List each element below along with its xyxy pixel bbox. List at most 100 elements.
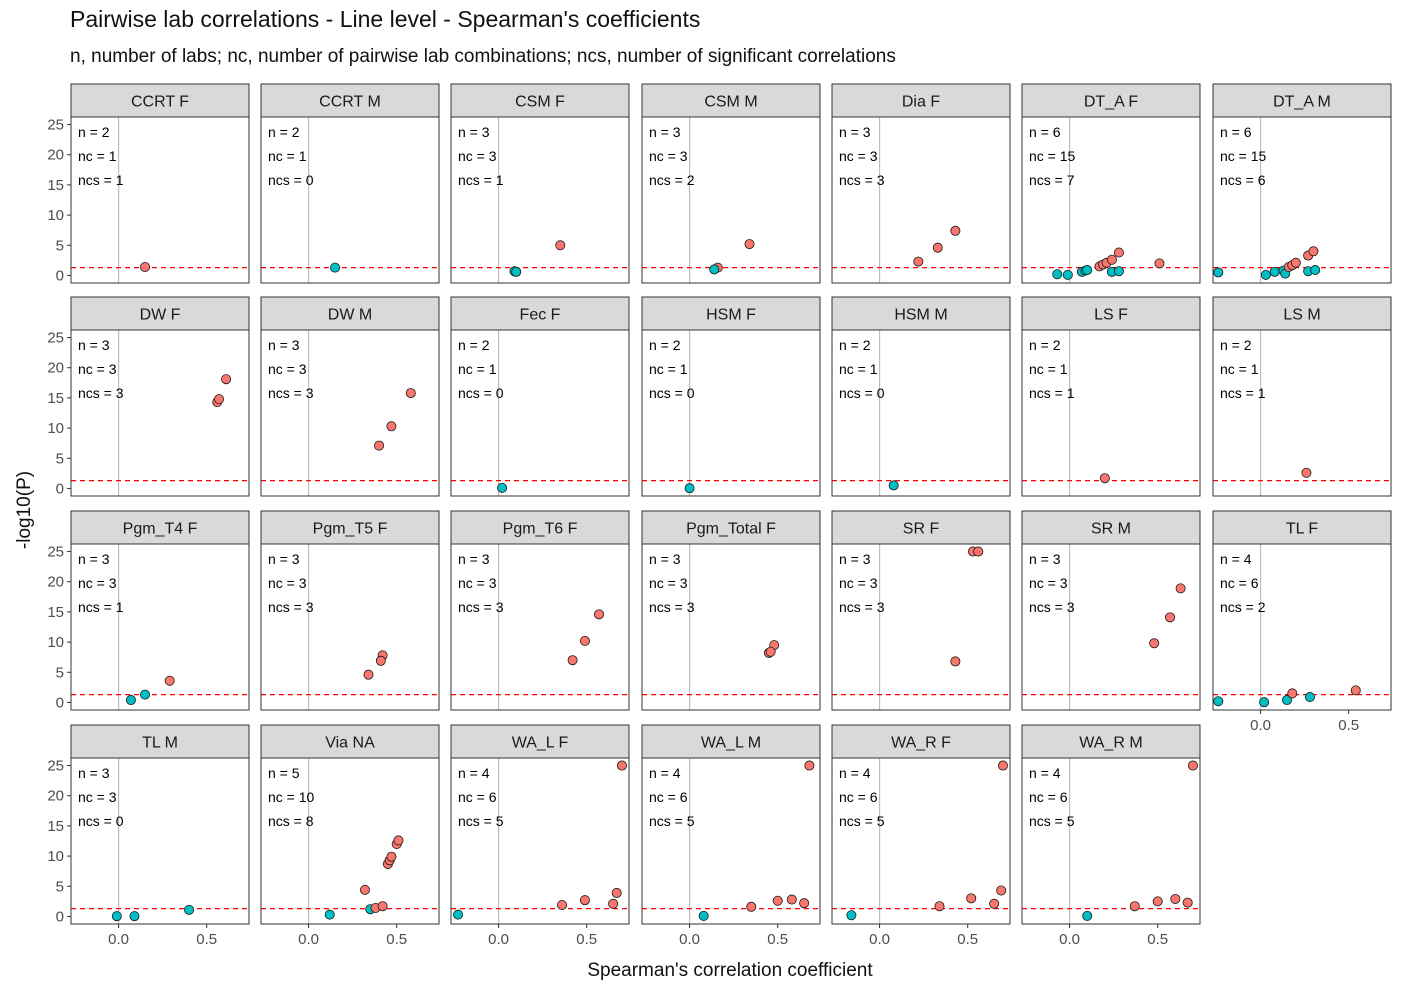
panel-strip-sr-f xyxy=(831,510,1011,545)
y-tick-label: 20 xyxy=(47,574,64,591)
data-point xyxy=(608,898,619,909)
annotation-nc: nc = 3 xyxy=(78,575,117,591)
y-tick-label: 5 xyxy=(56,237,64,254)
data-point xyxy=(709,264,720,275)
panel-border-ccrt-f xyxy=(70,116,250,284)
data-point xyxy=(184,904,195,915)
panel-strip-pgm-total-f xyxy=(641,510,821,545)
panel-area-wa-l-f xyxy=(451,758,629,924)
annotation-n: n = 3 xyxy=(458,551,490,567)
panel-strip-dt-a-m xyxy=(1212,83,1392,118)
panel-area-hsm-m xyxy=(832,330,1010,496)
data-point xyxy=(611,887,622,898)
panel-strip-pgm-t6-f xyxy=(450,510,630,545)
y-tick-label: 15 xyxy=(47,177,64,194)
panel-border-tl-m xyxy=(70,757,250,925)
data-point xyxy=(1304,692,1315,703)
panel-border-fec-f xyxy=(450,329,630,497)
annotation-nc: nc = 10 xyxy=(268,789,315,805)
y-tick-label: 15 xyxy=(47,390,64,407)
annotation-nc: nc = 3 xyxy=(649,148,688,164)
data-point xyxy=(214,394,225,405)
data-point xyxy=(932,242,943,253)
annotation-nc: nc = 3 xyxy=(649,575,688,591)
panel-label-sr-m: SR M xyxy=(1091,521,1131,538)
y-tick-label: 10 xyxy=(47,848,64,865)
data-point xyxy=(497,482,508,493)
panel-border-wa-r-f xyxy=(831,757,1011,925)
annotation-ncs: ncs = 3 xyxy=(1029,599,1075,615)
panel-area-dw-f xyxy=(71,330,249,496)
panel-label-ls-m: LS M xyxy=(1283,307,1320,324)
x-tick-label: 0.0 xyxy=(869,931,890,948)
annotation-ncs: ncs = 1 xyxy=(1029,385,1075,401)
panel-border-csm-f xyxy=(450,116,630,284)
panel-border-csm-m xyxy=(641,116,821,284)
data-point xyxy=(1213,696,1224,707)
y-tick-label: 25 xyxy=(47,544,64,561)
x-tick-label: 0.5 xyxy=(1147,931,1168,948)
panel-label-csm-f: CSM F xyxy=(515,94,565,111)
data-point xyxy=(405,388,416,399)
panel-label-pgm-total-f: Pgm_Total F xyxy=(686,521,776,538)
annotation-n: n = 3 xyxy=(839,124,871,140)
panel-area-hsm-f xyxy=(642,330,820,496)
data-point xyxy=(1152,896,1163,907)
panel-strip-wa-l-m xyxy=(641,724,821,759)
panel-area-sr-m xyxy=(1022,544,1200,710)
y-tick-label: 15 xyxy=(47,604,64,621)
data-point xyxy=(555,240,566,251)
annotation-ncs: ncs = 3 xyxy=(839,599,885,615)
panel-label-via-na: Via NA xyxy=(325,735,375,752)
data-point xyxy=(846,910,857,921)
annotation-nc: nc = 3 xyxy=(1029,575,1068,591)
y-tick-label: 20 xyxy=(47,360,64,377)
annotation-ncs: ncs = 8 xyxy=(268,813,314,829)
y-tick-label: 0 xyxy=(56,694,64,711)
data-point xyxy=(1287,688,1298,699)
panel-strip-tl-m xyxy=(70,724,250,759)
annotation-n: n = 6 xyxy=(1029,124,1061,140)
y-tick-label: 10 xyxy=(47,207,64,224)
panel-area-pgm-t4-f xyxy=(71,544,249,710)
annotation-n: n = 2 xyxy=(78,124,110,140)
y-tick-label: 0 xyxy=(56,480,64,497)
annotation-nc: nc = 3 xyxy=(268,575,307,591)
data-point xyxy=(1062,269,1073,280)
panel-label-hsm-f: HSM F xyxy=(706,307,756,324)
annotation-ncs: ncs = 0 xyxy=(649,385,695,401)
panel-label-ls-f: LS F xyxy=(1094,307,1128,324)
annotation-nc: nc = 15 xyxy=(1029,148,1076,164)
panel-border-dw-f xyxy=(70,329,250,497)
data-point xyxy=(786,894,797,905)
annotation-ncs: ncs = 5 xyxy=(458,813,504,829)
annotation-n: n = 3 xyxy=(78,765,110,781)
panel-label-wa-r-m: WA_R M xyxy=(1079,735,1142,752)
panel-area-dia-f xyxy=(832,117,1010,283)
annotation-nc: nc = 1 xyxy=(839,361,878,377)
data-point xyxy=(386,851,397,862)
data-point xyxy=(324,909,335,920)
annotation-n: n = 4 xyxy=(458,765,490,781)
chart-title: Pairwise lab correlations - Line level -… xyxy=(70,6,701,32)
annotation-ncs: ncs = 7 xyxy=(1029,172,1075,188)
x-tick-label: 0.5 xyxy=(957,931,978,948)
annotation-nc: nc = 3 xyxy=(78,361,117,377)
annotation-nc: nc = 3 xyxy=(268,361,307,377)
data-point xyxy=(950,656,961,667)
panel-label-ccrt-f: CCRT F xyxy=(131,94,189,111)
data-point xyxy=(1149,638,1160,649)
annotation-nc: nc = 15 xyxy=(1220,148,1267,164)
x-tick-label: 0.5 xyxy=(1338,717,1359,734)
annotation-ncs: ncs = 1 xyxy=(458,172,504,188)
data-point xyxy=(698,910,709,921)
annotation-n: n = 3 xyxy=(268,551,300,567)
data-point xyxy=(765,646,776,657)
annotation-nc: nc = 1 xyxy=(1029,361,1068,377)
panel-border-dw-m xyxy=(260,329,440,497)
annotation-ncs: ncs = 5 xyxy=(839,813,885,829)
data-point xyxy=(511,266,522,277)
data-point xyxy=(1282,695,1293,706)
annotation-nc: nc = 6 xyxy=(839,789,878,805)
panel-label-dw-m: DW M xyxy=(328,307,372,324)
